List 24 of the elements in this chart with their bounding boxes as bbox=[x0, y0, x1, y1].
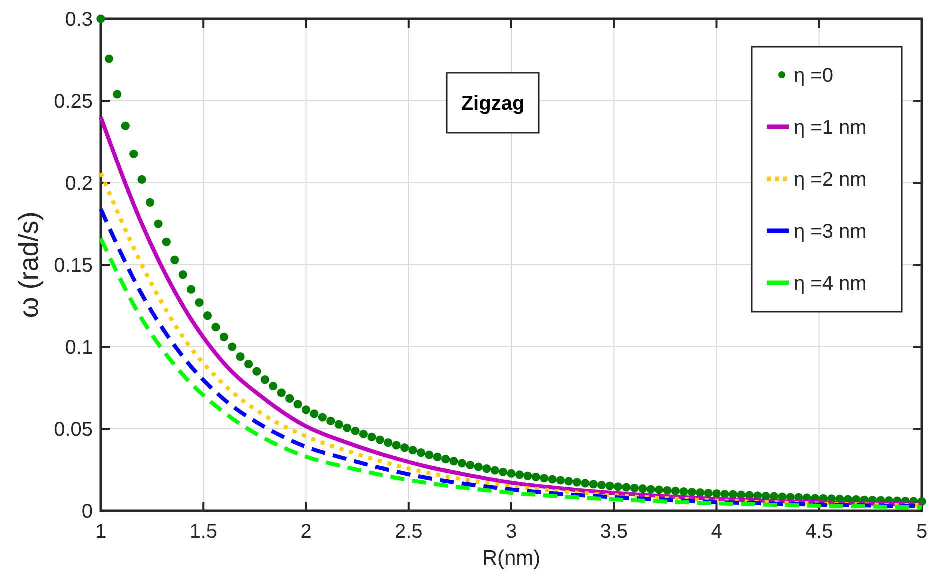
y-axis-title: ω (rad/s) bbox=[14, 212, 44, 318]
y-tick-label: 0 bbox=[82, 501, 93, 523]
y-tick-label: 0.25 bbox=[54, 91, 93, 113]
x-axis-title: R(nm) bbox=[482, 547, 541, 570]
legend-label: η =4 nm bbox=[794, 273, 867, 295]
y-tick-label: 0.3 bbox=[65, 9, 93, 31]
x-tick-label: 2 bbox=[300, 521, 312, 543]
annotation: Zigzag bbox=[461, 93, 525, 115]
legend-label: η =2 nm bbox=[794, 169, 867, 191]
y-tick-label: 0.1 bbox=[65, 337, 93, 359]
x-tick-label: 4 bbox=[711, 521, 722, 543]
x-tick-label: 2.5 bbox=[394, 521, 423, 543]
y-tick-label: 0.2 bbox=[65, 173, 93, 195]
legend-label: η =1 nm bbox=[794, 117, 867, 139]
x-tick-label: 4.5 bbox=[805, 521, 834, 543]
x-tick-label: 5 bbox=[916, 521, 928, 543]
legend-label: η =0 bbox=[794, 65, 834, 87]
x-tick-label: 3.5 bbox=[600, 521, 628, 543]
y-tick-label: 0.15 bbox=[54, 255, 93, 277]
x-tick-label: 1 bbox=[95, 521, 107, 543]
y-tick-label: 0.05 bbox=[54, 419, 93, 441]
x-tick-label: 1.5 bbox=[190, 521, 218, 543]
x-tick-label: 3 bbox=[506, 521, 518, 543]
legend-label: η =3 nm bbox=[794, 221, 867, 243]
